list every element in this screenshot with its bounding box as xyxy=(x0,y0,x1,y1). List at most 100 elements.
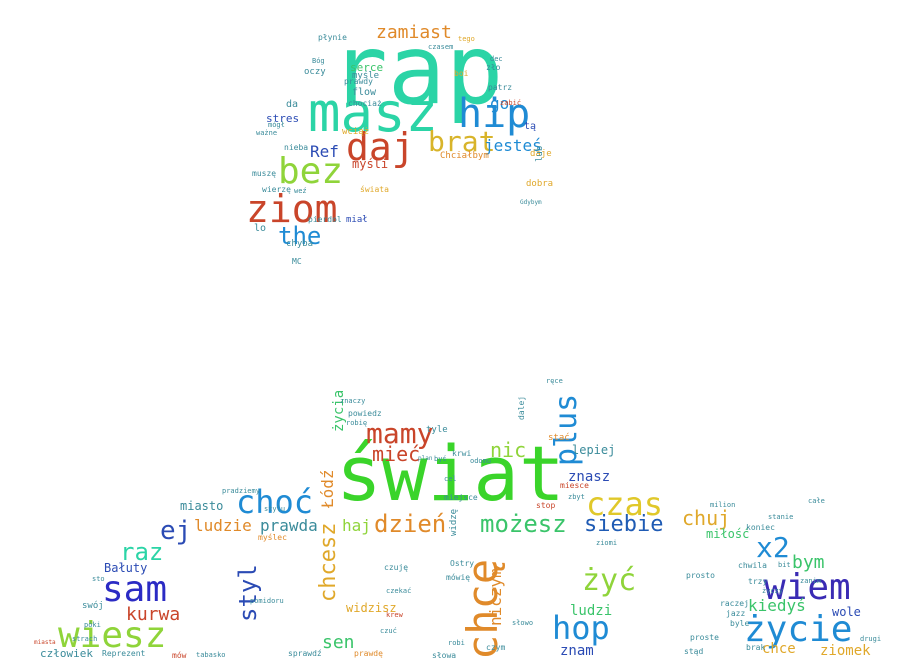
word: flow xyxy=(352,87,377,98)
word: stres xyxy=(266,112,300,125)
word: czuć xyxy=(380,627,397,635)
word: powiedz xyxy=(348,409,382,418)
word: póki xyxy=(84,621,101,629)
word: tyle xyxy=(426,425,448,435)
word: the xyxy=(278,222,322,250)
word: proste xyxy=(690,633,719,642)
word: dzień xyxy=(374,510,447,538)
word: stać xyxy=(548,433,570,443)
word: miesce xyxy=(560,481,589,490)
word: masz xyxy=(308,81,439,144)
word: wciąż xyxy=(342,127,370,137)
word: zamiast xyxy=(376,22,452,43)
word: hip xyxy=(458,91,531,137)
word: słowa xyxy=(432,651,457,660)
word: chcesz xyxy=(316,522,341,602)
word: patrz xyxy=(488,83,513,92)
word: hop xyxy=(552,609,610,647)
word: prawdę xyxy=(354,649,383,658)
word: kiedyś xyxy=(748,596,806,615)
word: dec xyxy=(490,55,503,63)
word: tabasko xyxy=(196,651,226,659)
word: wiem xyxy=(764,567,851,608)
word: lepiej xyxy=(572,443,616,457)
word: daje xyxy=(530,149,552,159)
word: myśle xyxy=(352,71,380,81)
word: miłość xyxy=(706,527,750,541)
word: tego xyxy=(458,35,475,43)
word: dalej xyxy=(517,395,526,420)
word: zanim xyxy=(800,577,822,585)
word: pomidoru xyxy=(250,597,284,605)
word: haj xyxy=(342,516,371,535)
word: ludzie xyxy=(194,516,252,535)
word: byle xyxy=(730,619,750,628)
word: nic xyxy=(490,438,527,462)
word: świata xyxy=(360,185,389,194)
word: ziomi xyxy=(596,539,618,547)
word: zbyt xyxy=(568,493,585,501)
word: bym xyxy=(792,552,825,573)
word: raczej xyxy=(720,599,749,608)
word: boi xyxy=(454,69,469,78)
word: kurwa xyxy=(126,604,181,625)
word: trzy xyxy=(748,577,768,586)
word: byś xyxy=(434,455,447,463)
word: Bóg xyxy=(312,57,325,65)
word: Chciałbym xyxy=(440,151,489,161)
word: mamy xyxy=(366,417,434,450)
word: wole xyxy=(832,605,861,619)
word: jazz xyxy=(726,609,746,618)
word: koniec xyxy=(746,523,775,532)
word: znam xyxy=(560,643,594,659)
word: muszę xyxy=(252,169,277,178)
word: miasto xyxy=(180,499,224,513)
word: plan xyxy=(418,455,433,462)
word: miał xyxy=(346,215,368,225)
word: zabić xyxy=(500,99,522,107)
word: mieć xyxy=(372,442,421,466)
word: serce xyxy=(350,61,384,74)
word: lub xyxy=(535,145,545,162)
word: mógł xyxy=(268,121,285,129)
word: czas xyxy=(586,485,664,523)
word: ziomek xyxy=(820,643,871,659)
word: możesz xyxy=(480,510,567,538)
word: stąd xyxy=(684,647,704,656)
word: świat xyxy=(336,429,565,518)
word: rap xyxy=(330,14,504,126)
word: mówię xyxy=(446,573,471,582)
word: ludzi xyxy=(570,603,613,619)
word: słowo xyxy=(512,619,534,627)
word: życie xyxy=(744,609,853,650)
word: krew xyxy=(386,611,403,619)
word: daj xyxy=(346,125,415,169)
word: stop xyxy=(536,501,556,510)
word: zło xyxy=(486,63,501,72)
word: chyba xyxy=(286,239,314,249)
word: sprawdź xyxy=(288,649,322,658)
word: chuj xyxy=(682,506,731,530)
word: chociaż xyxy=(348,99,382,108)
word: brak xyxy=(746,643,766,652)
word: znasz xyxy=(568,469,611,485)
word: chwila xyxy=(738,561,767,570)
word: choć xyxy=(236,483,314,521)
word: x2 xyxy=(756,531,790,564)
word: czasem xyxy=(428,43,454,51)
word: swój xyxy=(82,601,104,611)
word: raz xyxy=(120,538,164,566)
word: prosto xyxy=(686,571,715,580)
word: pierdol xyxy=(308,215,342,224)
word: ręce xyxy=(546,377,563,385)
word: Łódź xyxy=(318,469,337,508)
word: milion xyxy=(710,501,736,509)
word: czym xyxy=(486,643,506,652)
word: pradziemy xyxy=(222,487,260,495)
word: nieba xyxy=(284,143,309,152)
word: prawda xyxy=(260,516,318,535)
word: chce xyxy=(762,641,796,657)
word: Reprezent xyxy=(102,649,146,658)
word: wierzę xyxy=(262,185,291,194)
